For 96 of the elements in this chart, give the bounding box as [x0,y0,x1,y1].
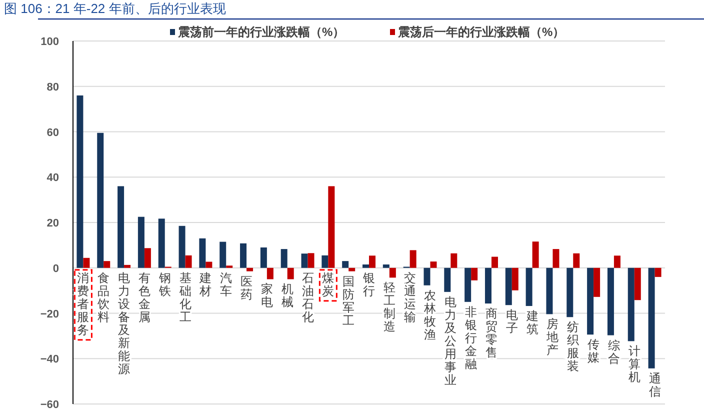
bar [505,268,512,306]
legend-label: 震荡前一年的行业涨跌幅（%） [177,25,345,39]
x-tick-label: 机械 [281,282,294,310]
y-tick-label: 60 [46,126,59,139]
bar [628,268,634,342]
bar [369,256,376,268]
x-tick-label: 轻工制造 [383,280,396,334]
bar [206,262,212,268]
bar [491,256,498,268]
bar [178,226,186,268]
x-tick-label: 国防军工 [342,274,355,328]
bar [607,268,614,336]
bar [573,253,580,268]
bar [594,268,600,297]
x-tick-label: 食品饮料 [96,270,110,324]
bar [424,268,430,286]
bar [83,258,90,268]
x-tick-label: 钢铁 [158,270,171,298]
bar [410,250,416,268]
bar [280,249,288,268]
bar [246,268,254,272]
y-tick-label: 100 [40,36,59,48]
x-tick-label: 电子 [506,308,518,336]
bar [124,264,131,268]
bar [430,262,437,268]
x-tick-label: 建材 [198,270,212,298]
bar [532,242,539,268]
x-tick-label: 交通运输 [404,270,416,324]
bar [301,254,308,268]
bar [362,264,369,268]
bar [566,268,574,318]
x-tick-label: 医药 [240,274,253,302]
x-tick-label: 纺织服装 [567,320,580,374]
y-tick-label: −20 [40,308,59,320]
bar [138,216,144,268]
y-tick-label: 80 [46,81,59,94]
bar [634,268,641,300]
x-tick-label: 综合 [608,338,620,366]
legend-label: 震荡后一年的行业涨跌幅（%） [397,25,565,39]
bar [546,268,553,314]
bar [308,253,314,268]
x-tick-label: 电力设备及新能源 [118,270,130,376]
bar [614,256,620,268]
bar [240,243,247,268]
bar [328,186,335,268]
y-tick-label: −40 [40,354,59,366]
bar [484,268,492,304]
x-tick-label: 煤炭 [322,270,334,298]
chart-title: 图 106：21 年-22 年前、后的行业表现 [4,1,226,16]
x-tick-label: 商贸零售 [485,306,498,360]
bar [526,268,532,306]
bar [185,255,192,268]
bar [260,247,267,268]
bar [266,268,274,280]
bar [287,268,294,280]
bar [220,242,226,268]
bar [322,255,328,268]
y-tick-label: 0 [52,262,59,275]
x-tick-label: 房地产 [546,317,559,358]
x-tick-label: 计算机 [628,344,640,384]
y-tick-label: 40 [46,172,59,184]
bar [464,268,472,302]
bar [158,218,165,268]
bar [382,264,390,268]
x-tick-label: 建筑 [525,308,538,336]
x-tick-label: 石油石化 [302,270,314,324]
x-tick-label: 基础化工 [178,270,192,324]
y-tick-label: −60 [40,399,59,411]
bar [118,186,124,268]
bar [97,132,104,268]
bar [389,268,396,278]
bar [587,268,594,335]
bar [654,268,662,277]
y-tick-label: 20 [46,218,59,230]
bar [199,238,206,268]
x-tick-label: 电力及公用事业 [444,294,457,387]
bar [444,268,451,292]
bar [144,248,151,268]
bar [342,261,349,268]
x-tick-label: 家电 [260,282,273,310]
x-tick-label: 通信 [648,371,661,398]
bar [104,261,110,268]
bar [552,249,560,268]
bar [648,268,655,368]
x-tick-label: 消费者服务 [77,270,90,337]
x-tick-label: 传媒 [588,338,600,365]
x-tick-label: 有色金属 [138,270,150,324]
bar [348,268,356,272]
x-tick-label: 银行 [362,270,375,298]
bar [512,268,518,290]
bar [450,253,458,268]
x-tick-label: 汽车 [220,270,232,298]
bar [471,268,478,280]
x-tick-label: 农林牧渔 [423,288,436,342]
bar [76,95,84,268]
x-tick-label: 非银行金融 [464,304,478,371]
